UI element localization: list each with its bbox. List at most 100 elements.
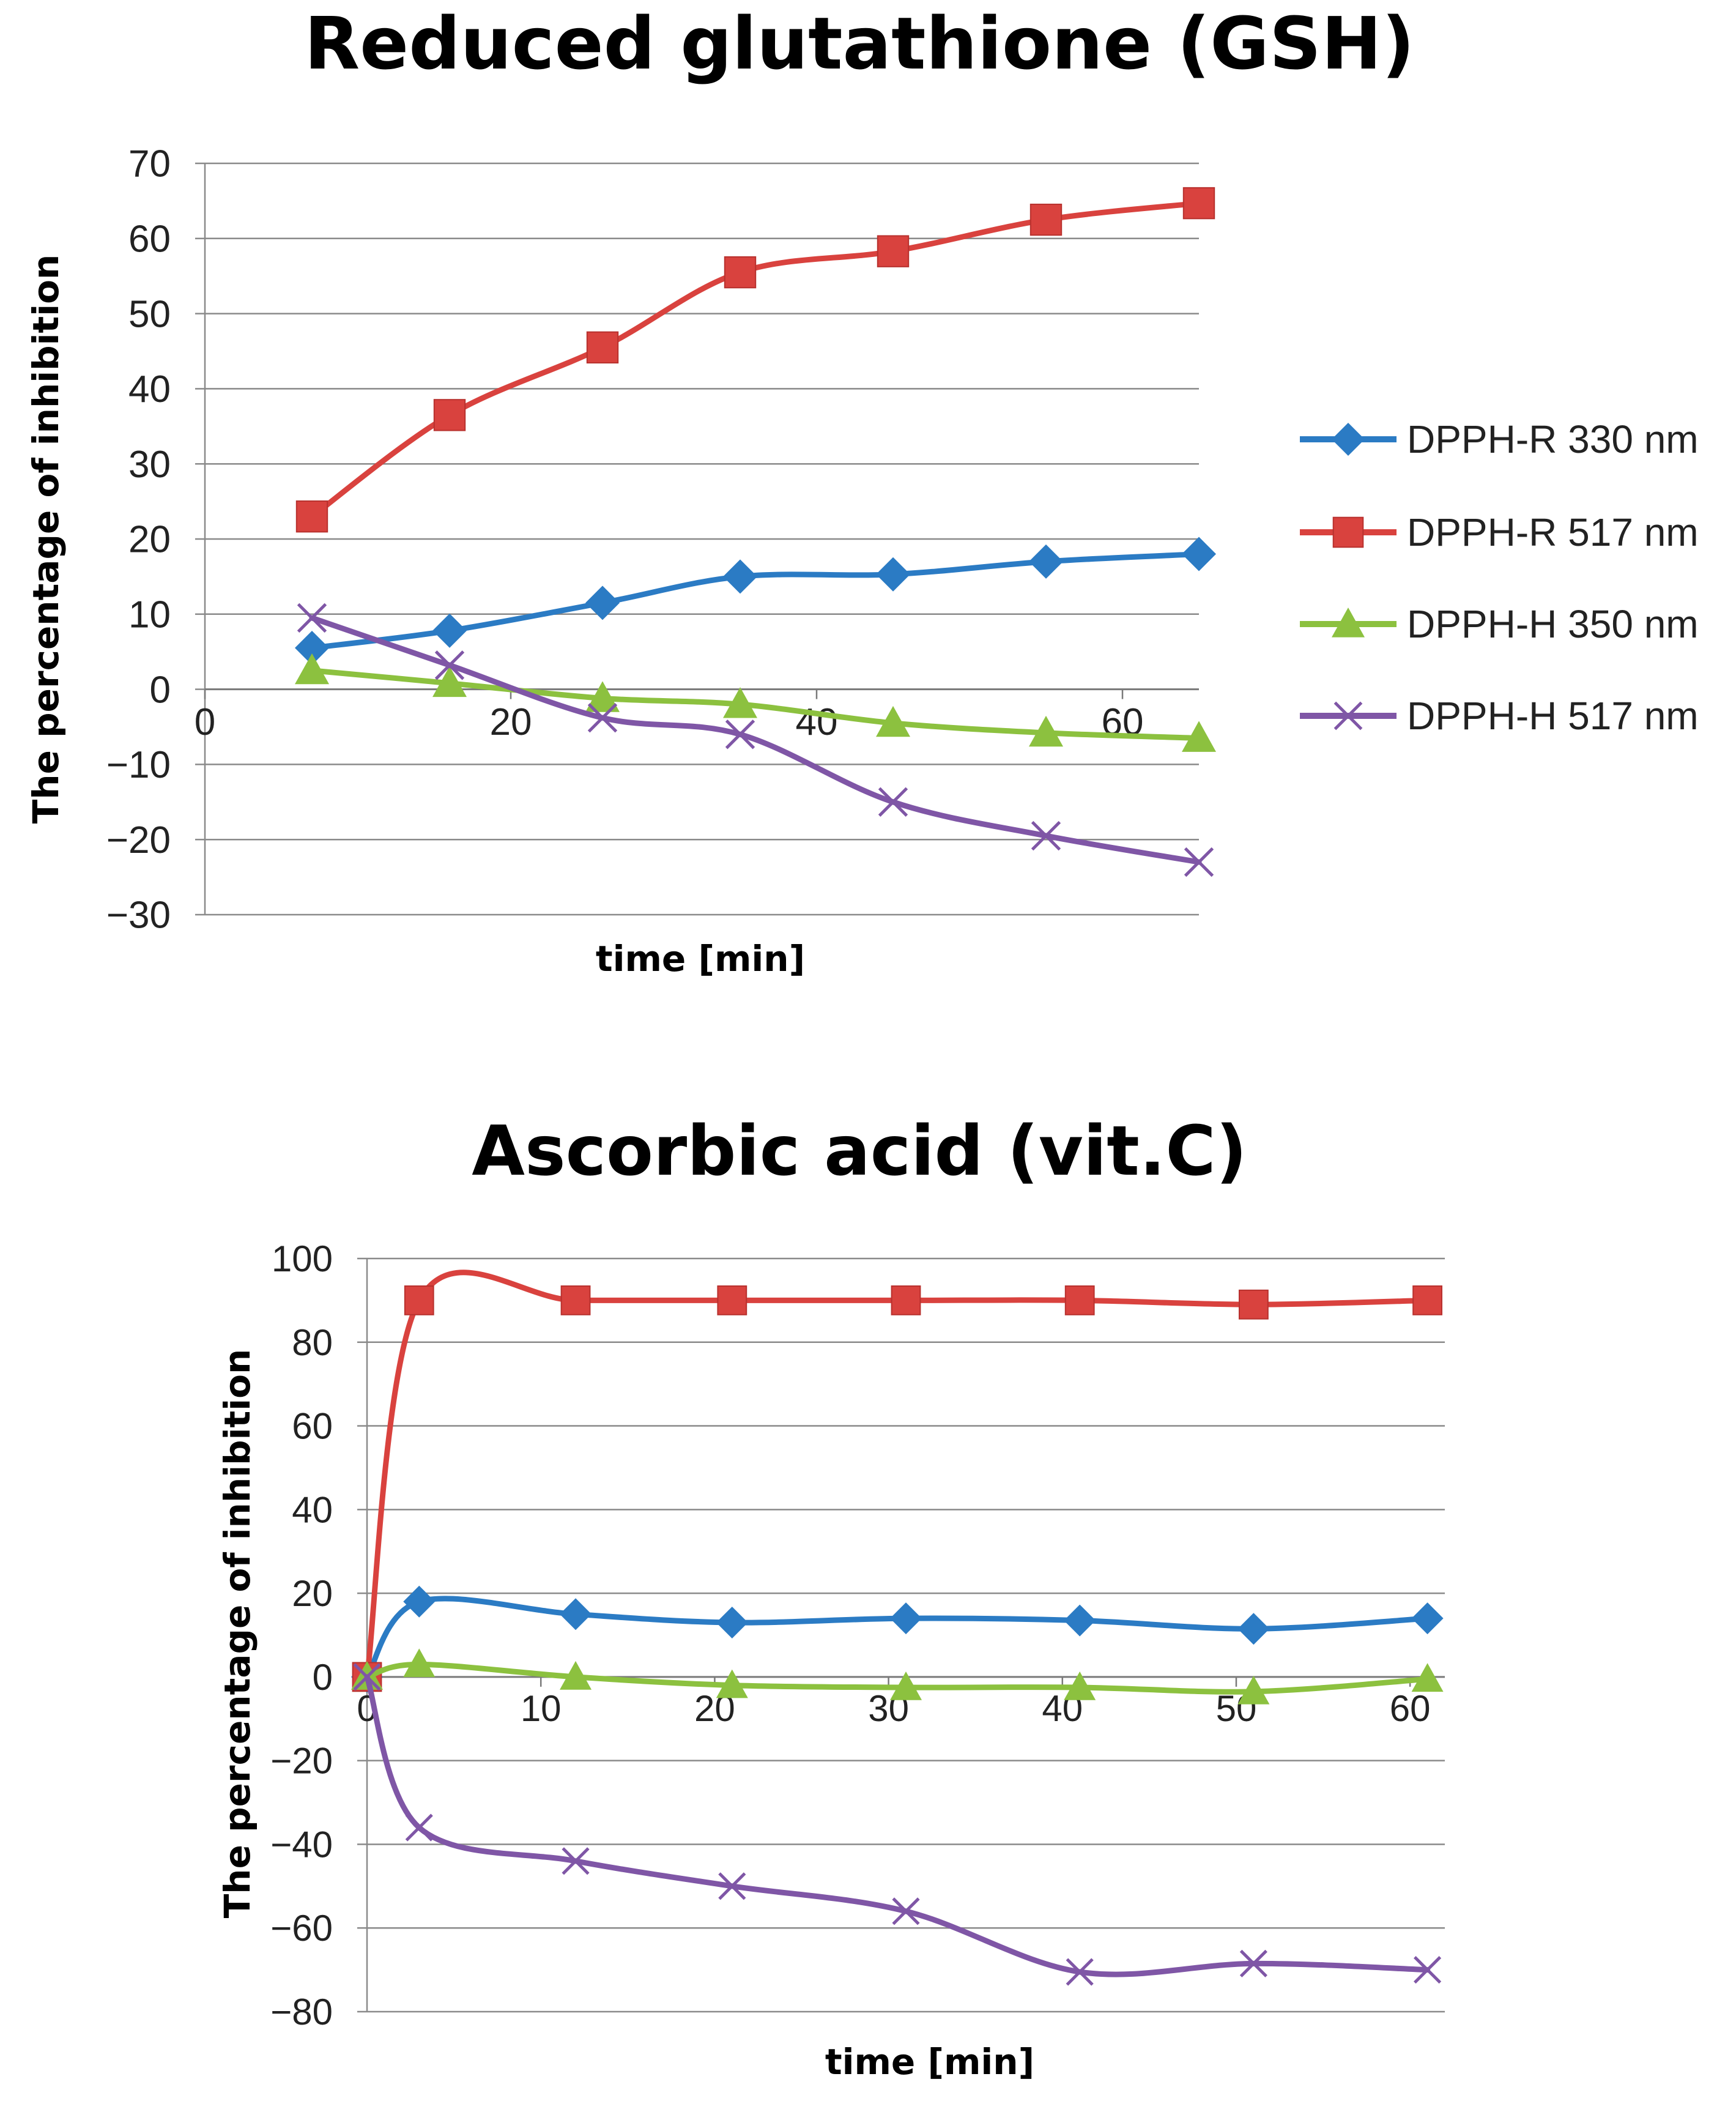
series-dpph-h-517-nm xyxy=(297,603,1214,877)
y-tick-label: 0 xyxy=(313,1657,333,1698)
data-point xyxy=(432,613,467,648)
data-point xyxy=(1182,187,1215,220)
data-point xyxy=(434,650,465,680)
series-dpph-r-330-nm xyxy=(295,537,1216,666)
data-point xyxy=(403,1585,436,1618)
series-dpph-h-350-nm xyxy=(295,653,1216,752)
data-point xyxy=(585,681,620,712)
data-point xyxy=(297,603,327,633)
series-dpph-h-350-nm xyxy=(351,1648,1444,1705)
legend-label: DPPH-R 517 nm xyxy=(1407,510,1699,554)
data-point xyxy=(716,1669,748,1698)
data-point xyxy=(1238,1289,1269,1320)
x-tick-label: 60 xyxy=(1390,1688,1431,1729)
data-point xyxy=(295,631,329,666)
data-point xyxy=(1064,1671,1096,1700)
data-point xyxy=(560,1598,592,1631)
data-point xyxy=(1412,1285,1442,1315)
y-tick-label: 40 xyxy=(292,1489,333,1530)
data-point xyxy=(1237,1675,1270,1705)
y-axis-title: The percentage of inhibition xyxy=(217,1349,258,1919)
chart-title: Ascorbic acid (vit.C) xyxy=(472,1112,1247,1191)
data-point xyxy=(892,1897,920,1925)
data-point xyxy=(1064,1285,1095,1315)
y-tick-label: 20 xyxy=(292,1573,333,1614)
data-point xyxy=(1182,721,1216,752)
y-tick-label: 60 xyxy=(292,1406,333,1447)
y-axis-title: The percentage of inhibition xyxy=(25,255,67,824)
data-point xyxy=(405,1813,433,1842)
data-point xyxy=(1239,1949,1267,1977)
legend-marker xyxy=(1332,608,1365,638)
data-point xyxy=(723,687,757,718)
data-point xyxy=(890,1602,922,1635)
data-point xyxy=(1031,820,1061,851)
data-point xyxy=(1029,715,1063,747)
y-tick-label: 30 xyxy=(128,444,171,486)
data-point xyxy=(1029,203,1063,236)
series-line xyxy=(309,200,1202,519)
data-point xyxy=(433,399,466,431)
data-point xyxy=(890,1671,922,1700)
legend-label: DPPH-H 350 nm xyxy=(1407,602,1699,646)
series-line xyxy=(364,1596,1431,1680)
data-point xyxy=(1237,1613,1270,1645)
data-point xyxy=(717,1285,747,1315)
y-tick-label: 50 xyxy=(128,293,171,335)
x-tick-label: 40 xyxy=(796,701,838,743)
series-line xyxy=(364,1674,1431,1977)
y-tick-label: 20 xyxy=(128,519,171,561)
y-tick-label: 70 xyxy=(128,143,171,185)
series-line xyxy=(364,1270,1431,1680)
data-point xyxy=(1182,537,1216,571)
x-tick-label: 20 xyxy=(490,701,532,743)
y-tick-label: −10 xyxy=(106,744,171,786)
data-point xyxy=(877,235,910,267)
data-point xyxy=(403,1648,436,1678)
data-point xyxy=(716,1606,748,1638)
data-point xyxy=(1066,1958,1094,1986)
data-point xyxy=(876,557,910,592)
data-point xyxy=(432,666,467,697)
data-point xyxy=(878,787,908,817)
y-tick-label: −20 xyxy=(106,819,171,861)
legend: DPPH-R 330 nm DPPH-R 517 nm DPPH-H 350 nm D… xyxy=(1300,417,1699,738)
legend-marker xyxy=(1334,701,1363,731)
legend-item: DPPH-R 517 nm xyxy=(1300,510,1699,554)
data-point xyxy=(562,1847,590,1875)
data-point xyxy=(295,653,329,685)
data-point xyxy=(723,559,757,594)
y-tick-label: 40 xyxy=(128,368,171,411)
data-point xyxy=(891,1285,921,1315)
legend-marker xyxy=(1332,423,1365,456)
data-point xyxy=(295,500,328,533)
data-point xyxy=(725,720,755,749)
data-point xyxy=(587,703,618,733)
data-point xyxy=(586,331,619,364)
y-tick-label: 10 xyxy=(128,594,171,636)
data-point xyxy=(1064,1604,1096,1637)
data-point xyxy=(353,1663,381,1691)
data-point xyxy=(1411,1663,1444,1692)
y-tick-label: −60 xyxy=(270,1908,333,1949)
data-point xyxy=(560,1660,592,1690)
data-point xyxy=(724,256,757,289)
x-axis-title: time [min] xyxy=(596,938,805,980)
legend-item: DPPH-H 350 nm xyxy=(1300,602,1699,646)
data-point xyxy=(1029,544,1063,579)
x-axis-title: time [min] xyxy=(825,2041,1034,2083)
data-point xyxy=(876,705,910,737)
y-tick-label: 100 xyxy=(272,1238,333,1279)
y-tick-label: −80 xyxy=(270,1991,333,2032)
data-point xyxy=(404,1285,434,1315)
legend-label: DPPH-R 330 nm xyxy=(1407,417,1699,461)
legend-item: DPPH-H 517 nm xyxy=(1300,694,1699,738)
series-dpph-h-517-nm xyxy=(353,1663,1442,1986)
data-point xyxy=(1414,1956,1442,1984)
chart-title: Reduced glutathione (GSH) xyxy=(304,1,1414,86)
y-tick-label: −40 xyxy=(270,1824,333,1865)
data-point xyxy=(585,586,620,620)
legend-label: DPPH-H 517 nm xyxy=(1407,694,1699,738)
chart-2: Ascorbic acid (vit.C) 100 80 60 40 20 0 −20 −40 −… xyxy=(217,1112,1445,2083)
